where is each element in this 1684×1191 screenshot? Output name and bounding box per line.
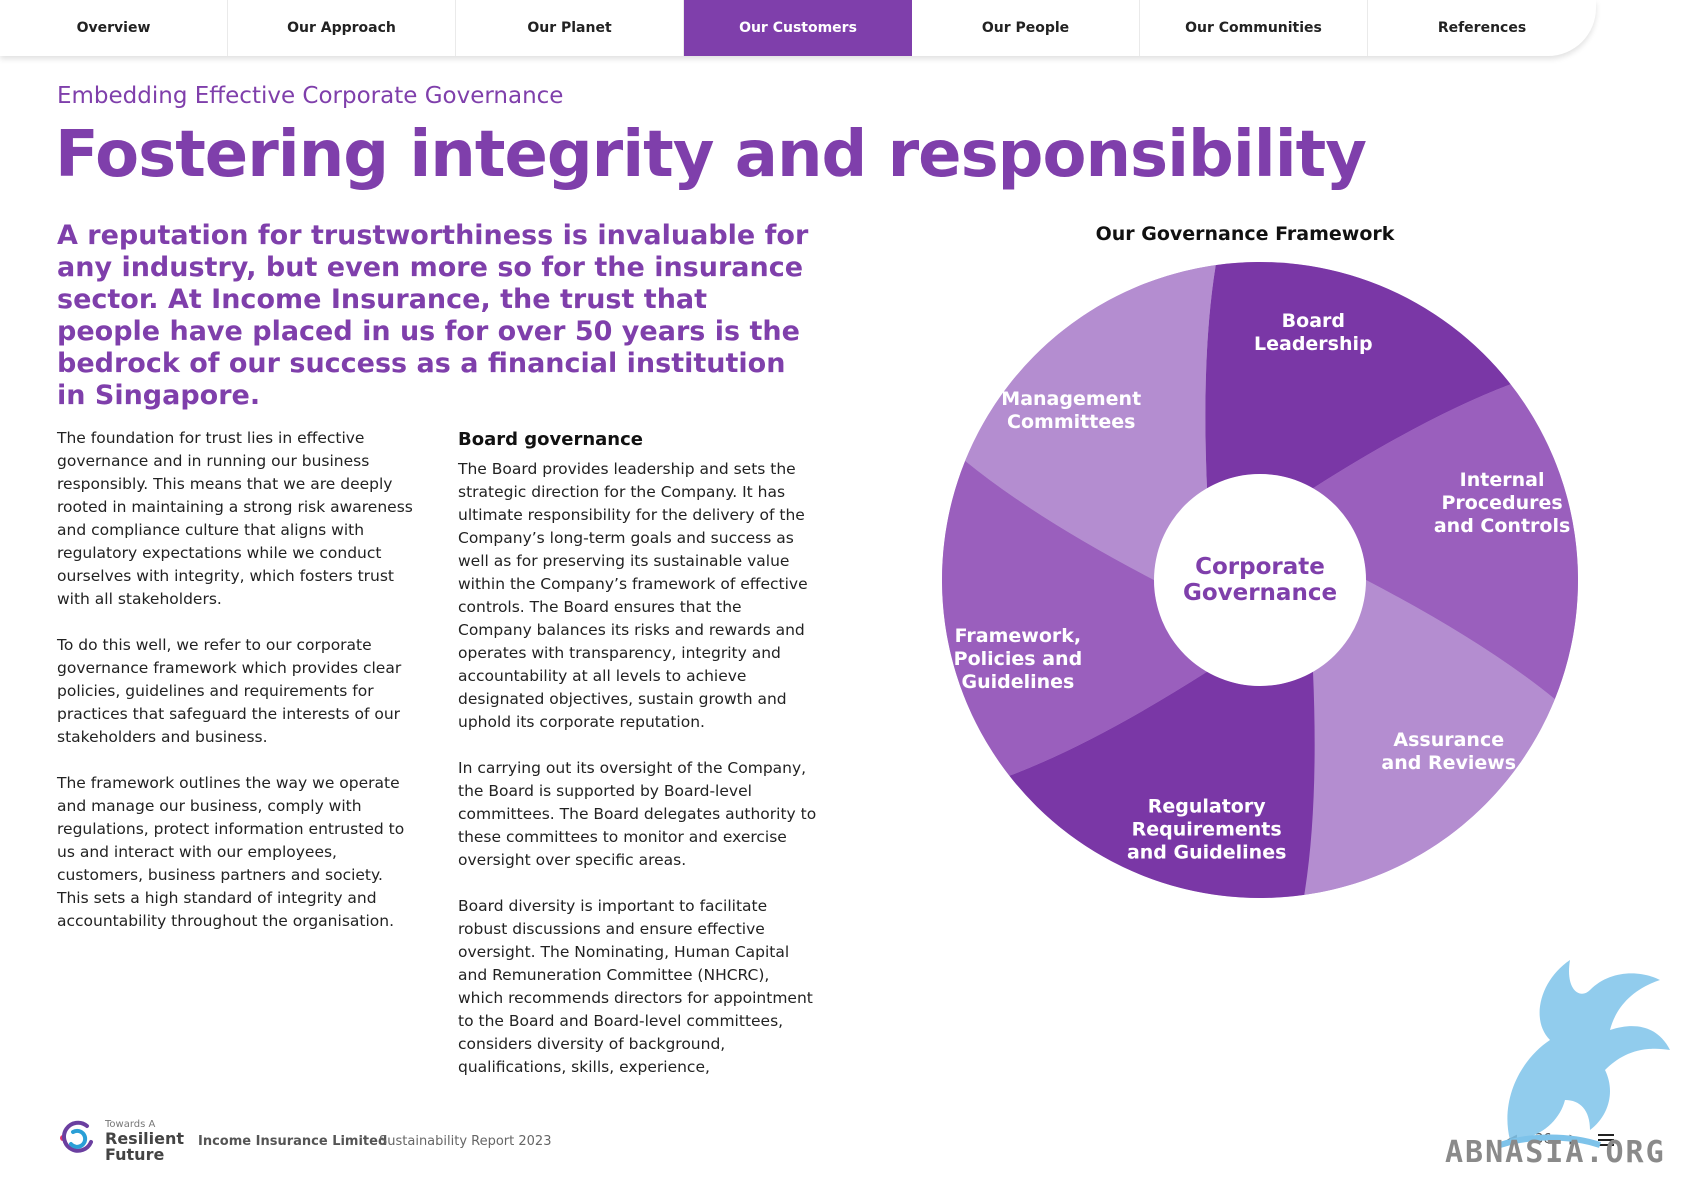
tab-our-people[interactable]: Our People [912,0,1140,56]
framework-segment-label: Internal Procedures and Controls [1434,469,1570,537]
framework-segment [1205,262,1511,489]
section-eyebrow: Embedding Effective Corporate Governance [57,83,564,109]
framework-title: Our Governance Framework [1095,223,1395,245]
framework-segment-label-line: Leadership [1254,333,1373,355]
top-navigation: Overview Our Approach Our Planet Our Cus… [0,0,1596,56]
framework-wheel: Board Leadership Internal Procedures and Con… [942,262,1578,898]
framework-segment [965,265,1216,580]
framework-segment-label-line: Policies and [954,648,1083,670]
footer: Towards A Resilient Future Income Insura… [57,1118,1637,1164]
framework-segment-label-line: Procedures [1441,492,1562,514]
tab-overview[interactable]: Overview [0,0,228,56]
tab-references[interactable]: References [1437,20,1527,36]
lead-paragraph: A reputation for trustworthiness is inva… [57,220,809,411]
framework-segment-label-line: Guidelines [961,671,1074,693]
tab-our-customers[interactable]: Our Customers [684,0,912,56]
framework-hub-label: Governance [1183,580,1337,606]
body-paragraph: Board diversity is important to facilita… [458,897,813,1076]
framework-hub-label: Corporate [1195,554,1325,580]
framework-segment-label-line: Requirements [1132,819,1282,841]
section-heading: Board governance [458,429,643,450]
framework-segment [1009,671,1315,898]
tab-our-planet[interactable]: Our Planet [456,0,684,56]
framework-segment-label-line: and Controls [1434,515,1570,537]
body-paragraph: In carrying out its oversight of the Com… [458,759,817,869]
framework-segment-label-line: Board [1282,310,1345,332]
body-paragraph: The framework outlines the way we operat… [57,774,405,930]
logo-wordmark: Resilient Future [105,1131,184,1163]
framework-segment-label: Framework, Policies and Guidelines [954,625,1083,693]
framework-hub [1154,474,1366,686]
body-paragraph: To do this well, we refer to our corpora… [57,636,402,746]
framework-segment-label: Regulatory Requirements and Guidelines [1127,796,1286,864]
governance-framework-diagram: Board Leadership Internal Procedures and Con… [895,260,1595,960]
watermark-text: ABNASIA.ORG [1445,1135,1666,1170]
logo-line: Resilient [105,1129,185,1148]
framework-segment-label: Management Committees [1001,388,1141,433]
body-column-1: The foundation for trust lies in effecti… [57,427,417,956]
body-paragraph: The Board provides leadership and sets t… [458,460,808,731]
body-column-2: Board governance The Board provides lead… [458,428,818,1102]
framework-segment [1313,384,1578,700]
tab-our-communities[interactable]: Our Communities [1140,0,1368,56]
framework-segment-label-line: and Reviews [1381,752,1516,774]
framework-segment-label: Assurance and Reviews [1381,729,1516,774]
framework-segment-label-line: Assurance [1393,729,1504,751]
menu-icon[interactable] [1597,1133,1614,1146]
griffin-watermark-icon [1499,960,1670,1148]
framework-segment-label-line: and Guidelines [1127,842,1286,864]
logo-tagline: Towards A [105,1119,156,1130]
company-name: Income Insurance Limited [198,1134,388,1149]
body-paragraph: The foundation for trust lies in effecti… [57,429,413,608]
tab-our-approach[interactable]: Our Approach [228,0,456,56]
framework-segment-label-line: Framework, [955,625,1081,647]
framework-segment-label-line: Regulatory [1148,796,1266,818]
resilient-future-logo-icon [60,1120,93,1153]
framework-segment-label-line: Management [1001,388,1141,410]
framework-segment-label-line: Internal [1460,469,1545,491]
framework-segment-label-line: Committees [1007,411,1135,433]
page-title: Fostering integrity and responsibility [55,118,1367,192]
report-name: Sustainability Report 2023 [379,1134,552,1149]
logo-line: Future [105,1145,165,1164]
framework-segment-label: Board Leadership [1254,310,1373,355]
framework-segment [1304,580,1555,895]
framework-segment [942,460,1207,776]
